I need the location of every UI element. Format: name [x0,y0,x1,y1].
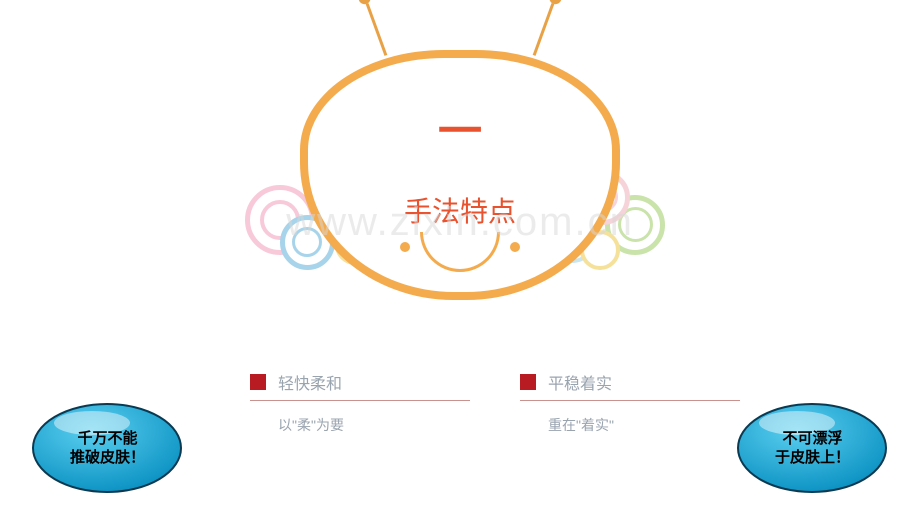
bubble-right-text: 不可漂浮于皮肤上！ [775,429,850,468]
bullet-square-icon [520,374,536,390]
callout-bubble-left: 千万不能推破皮肤！ [30,398,185,498]
bullet-square-icon [250,374,266,390]
antenna-right [533,3,555,56]
section-title: 手法特点 [404,190,516,230]
callout-bubble-right: 不可漂浮于皮肤上！ [735,398,890,498]
bubble-left-text: 千万不能推破皮肤！ [70,429,145,468]
feature-left-title: 轻快柔和 [278,370,342,394]
feature-right-desc: 重在"着实" [520,415,740,435]
feature-left: 轻快柔和 以"柔"为要 [250,370,470,435]
feature-right-title: 平稳着实 [548,370,612,394]
antenna-left [366,3,388,56]
tv-character: 一 手法特点 [240,10,680,320]
section-number: 一 [438,95,482,159]
tv-face [380,242,540,272]
feature-right: 平稳着实 重在"着实" [520,370,740,435]
feature-left-desc: 以"柔"为要 [250,415,470,435]
